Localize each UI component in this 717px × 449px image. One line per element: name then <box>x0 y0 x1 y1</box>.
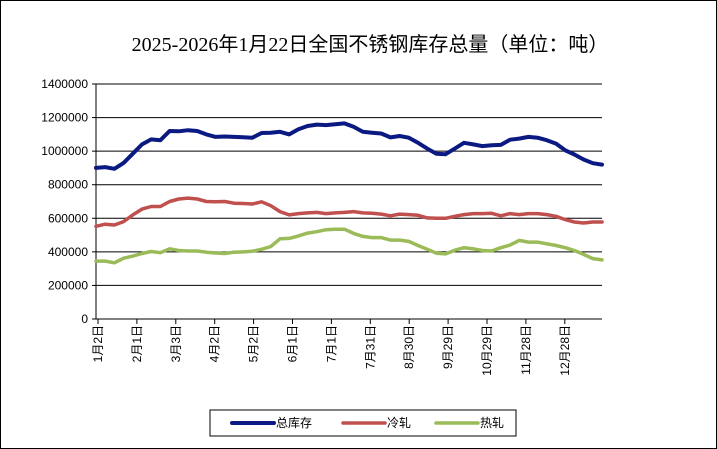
series-line <box>94 121 604 171</box>
x-tick-label: 1月2日 <box>91 325 105 362</box>
x-tick-label: 9月29日 <box>441 325 455 369</box>
y-tick-label: 400000 <box>48 245 88 259</box>
legend-label: 热轧 <box>480 416 504 430</box>
series-line <box>94 227 604 265</box>
y-tick-label: 1200000 <box>41 111 88 125</box>
axis-layer: 0 200000 400000 600000 800000 1000000 1200000 1… <box>41 77 602 376</box>
legend-label: 总库存 <box>276 415 312 430</box>
y-tick-label: 800000 <box>48 178 88 192</box>
x-tick-label: 10月29日 <box>480 325 494 376</box>
y-tick-label: 1400000 <box>41 77 88 91</box>
legend-label: 冷轧 <box>387 416 411 430</box>
x-tick-label: 7月1日 <box>324 325 338 362</box>
grid-layer <box>96 83 602 286</box>
x-tick-label: 6月1日 <box>286 325 300 362</box>
series-line <box>94 196 604 229</box>
y-tick-label: 600000 <box>48 211 88 225</box>
y-tick-label: 1000000 <box>41 144 88 158</box>
x-tick-label: 3月3日 <box>169 325 183 362</box>
chart-title: 2025-2026年1月22日全国不锈钢库存总量（单位：吨） <box>132 33 609 56</box>
x-tick-label: 5月2日 <box>247 325 261 362</box>
x-tick-label: 12月28日 <box>558 325 572 376</box>
y-tick-label: 0 <box>81 312 88 326</box>
x-tick-label: 2月1日 <box>130 325 144 362</box>
series-layer <box>94 121 604 265</box>
y-tick-label: 200000 <box>48 278 88 292</box>
x-tick-label: 7月31日 <box>363 325 377 369</box>
x-tick-label: 11月28日 <box>519 325 533 375</box>
x-tick-label: 8月30日 <box>402 325 416 369</box>
x-tick-label: 4月2日 <box>208 325 222 362</box>
legend: 总库存 冷轧 热轧 <box>209 409 517 437</box>
